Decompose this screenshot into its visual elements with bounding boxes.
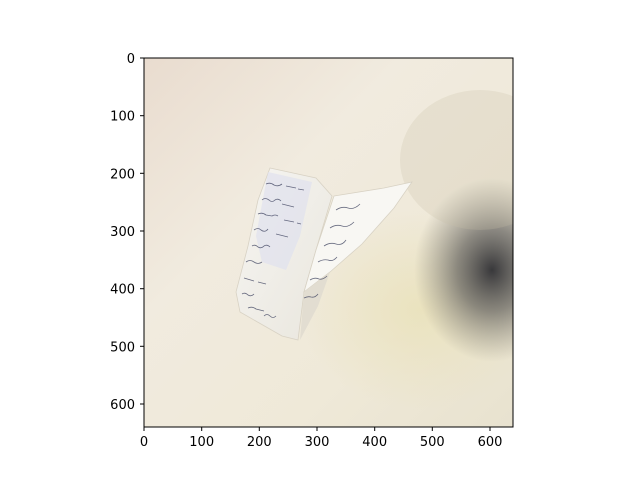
image-frame [143,57,514,428]
y-tick-label: 400 [110,283,135,298]
y-tick-label: 100 [110,110,135,125]
y-tick-label: 200 [110,167,135,182]
y-tick-label: 600 [110,398,135,413]
y-tick-label: 0 [127,52,135,67]
y-tick-label: 500 [110,340,135,355]
crumpled-paper [235,167,413,341]
y-axis: 0 100 200 300 400 500 600 [110,52,144,413]
x-tick-label: 0 [140,435,148,450]
y-tick-label: 300 [110,225,135,240]
x-axis: 0 100 200 300 400 500 600 [140,427,503,450]
x-tick-label: 100 [189,435,214,450]
photo-image [144,58,513,427]
x-tick-label: 500 [420,435,445,450]
x-tick-label: 200 [247,435,272,450]
x-tick-label: 400 [362,435,387,450]
x-tick-label: 300 [305,435,330,450]
x-tick-label: 600 [478,435,503,450]
